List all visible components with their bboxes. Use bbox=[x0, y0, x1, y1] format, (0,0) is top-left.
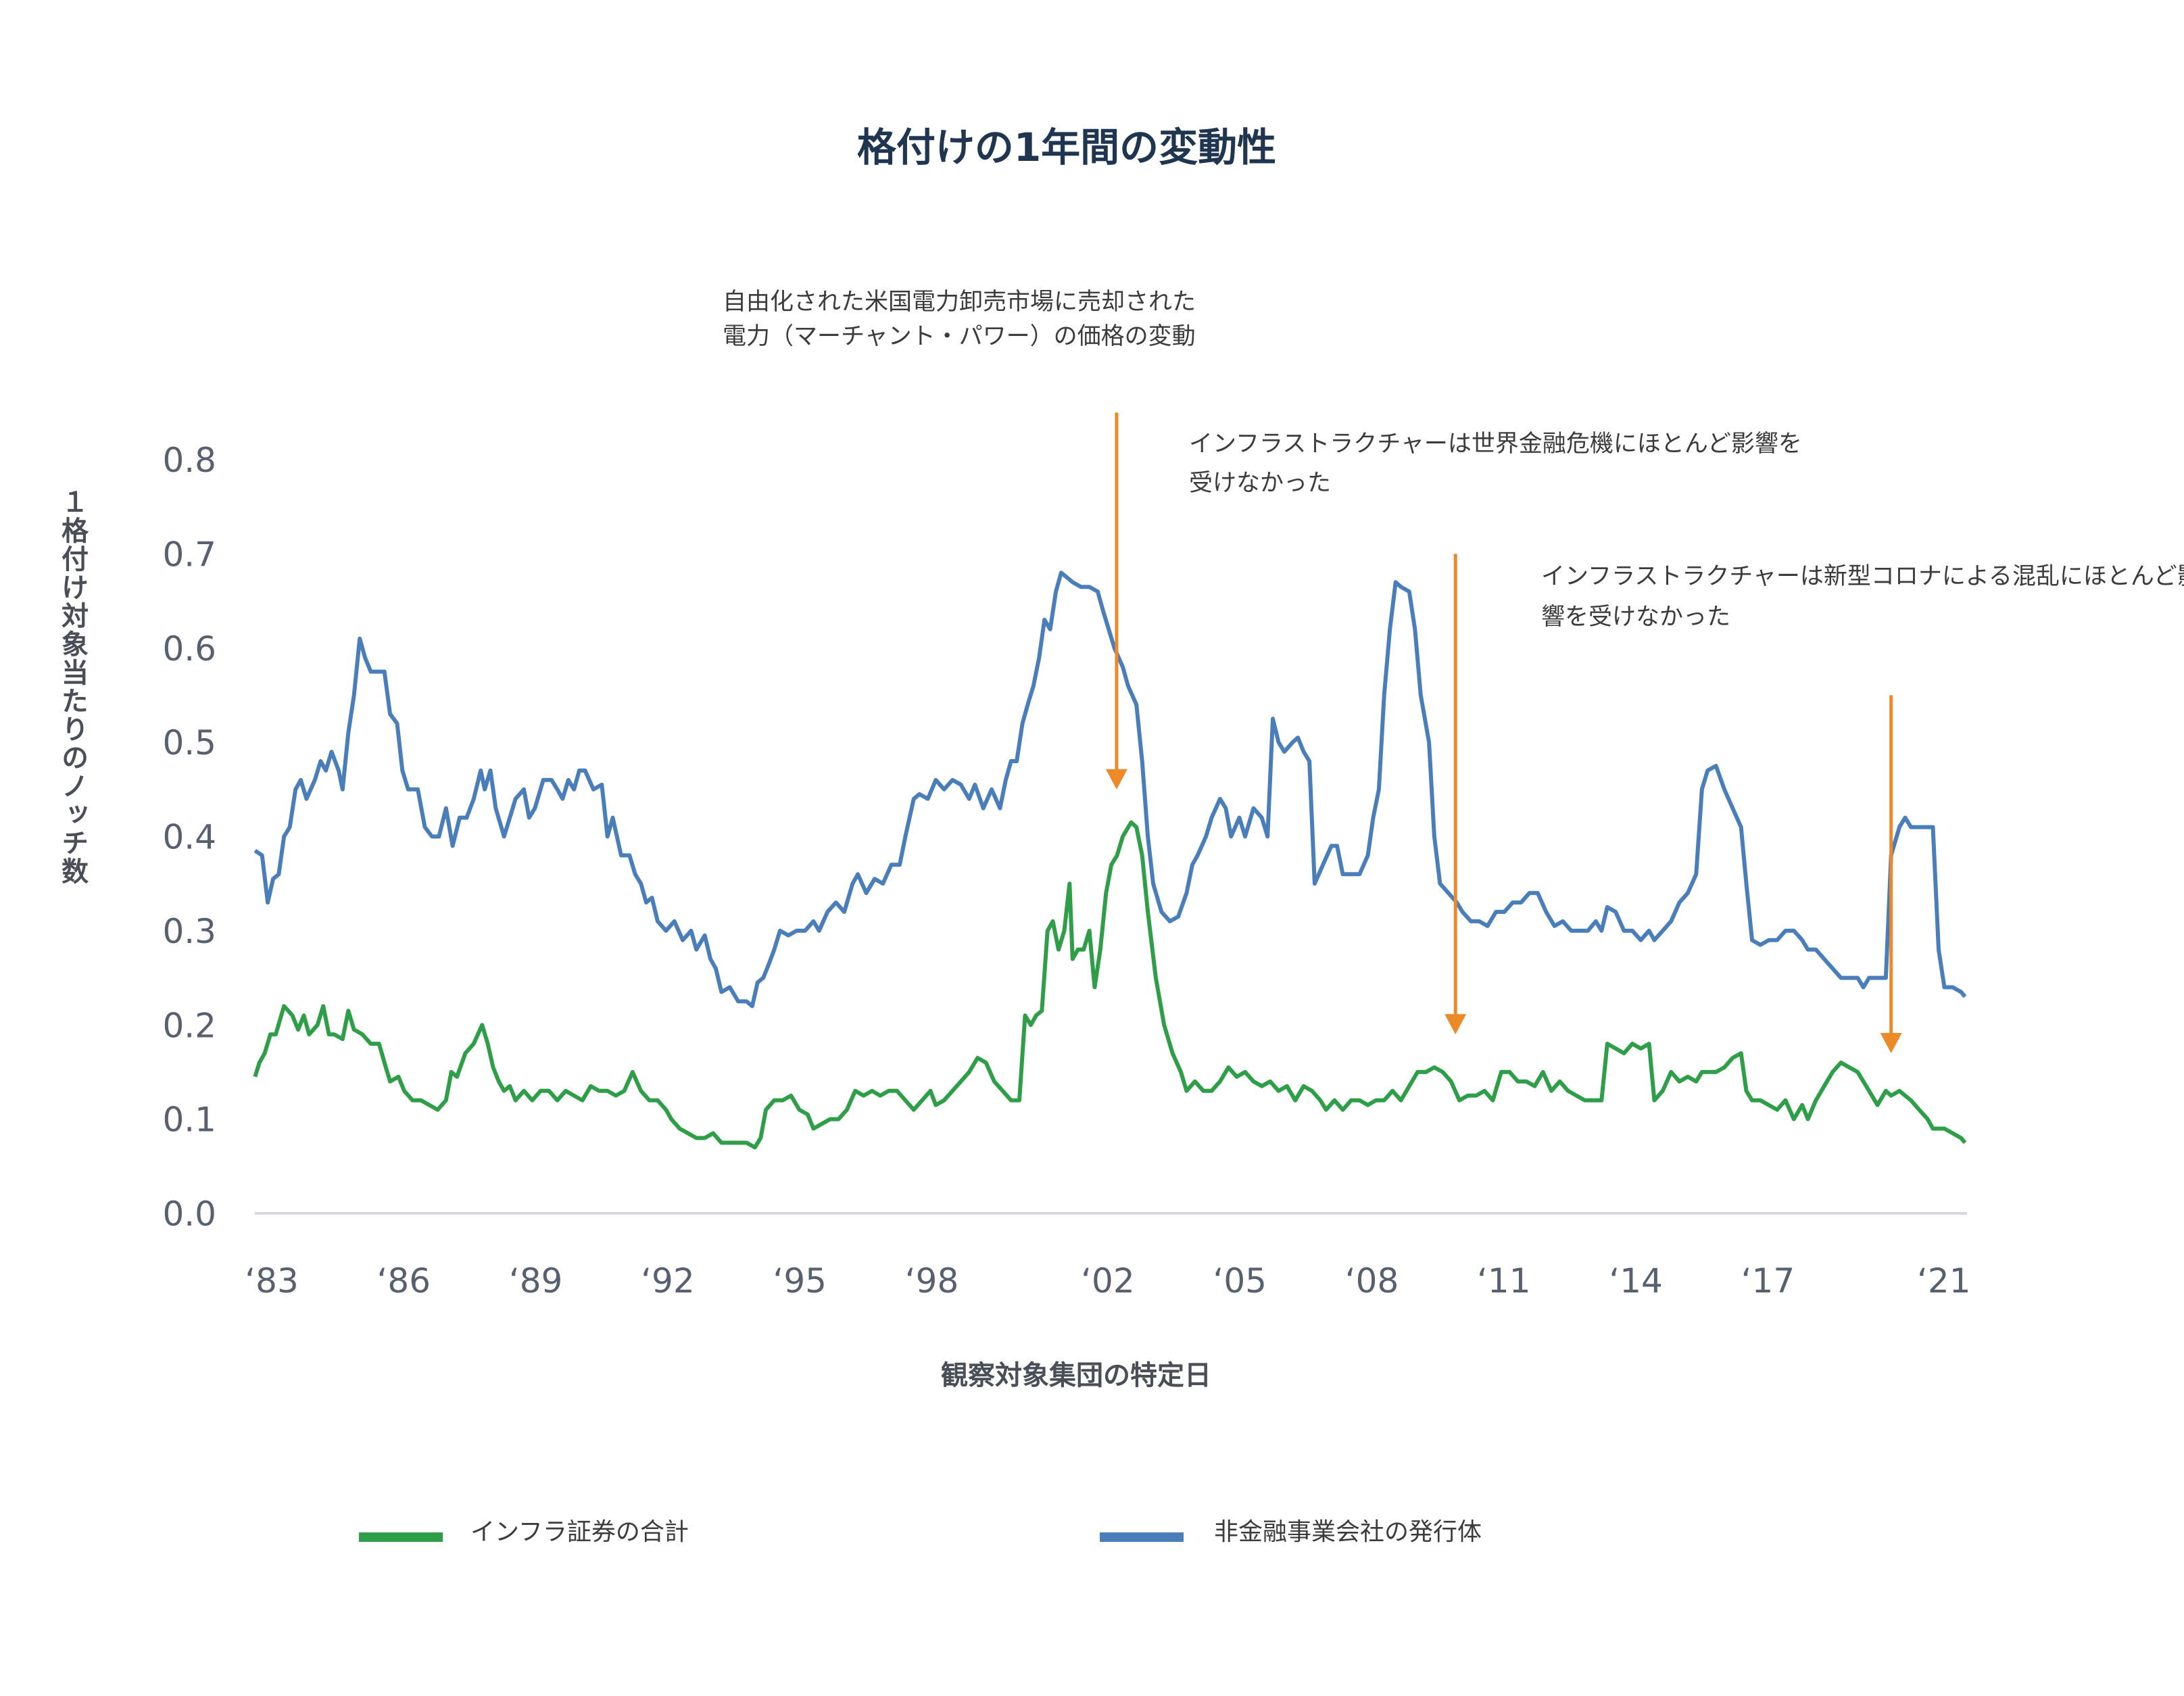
annotation-3: インフラストラクチャーは新型コロナによる混乱にほとんど影 響を受けなかった bbox=[1541, 563, 2184, 631]
annotation-arrows bbox=[1105, 412, 1902, 1054]
x-tick-label: ‘08 bbox=[1345, 1261, 1399, 1301]
annotation-1: 自由化された米国電力卸売市場に売却された 電力（マーチャント・パワー）の価格の変… bbox=[723, 289, 1196, 350]
x-tick-label: ‘17 bbox=[1741, 1261, 1795, 1301]
y-tick-label: 0.4 bbox=[162, 818, 216, 857]
y-axis-ticks: 0.0 0.1 0.2 0.3 0.4 0.5 0.6 0.7 0.8 bbox=[162, 441, 216, 1234]
chart-title: 格付けの1年間の変動性 bbox=[857, 124, 1276, 170]
series-lines bbox=[253, 571, 1967, 1150]
x-tick-label: ‘86 bbox=[377, 1261, 431, 1301]
x-tick-label: ‘11 bbox=[1477, 1261, 1531, 1301]
x-tick-label: ‘05 bbox=[1213, 1261, 1267, 1301]
legend-label-nonfin: 非金融事業会社の発行体 bbox=[1214, 1518, 1482, 1546]
annotation-2: インフラストラクチャーは世界金融危機にほとんど影響を 受けなかった bbox=[1189, 431, 1802, 497]
legend-label-infra: インフラ証券の合計 bbox=[470, 1518, 689, 1546]
y-axis-title: １格付け対象当たりのノッチ数 bbox=[57, 488, 88, 886]
y-tick-label: 0.3 bbox=[162, 912, 216, 951]
annotation-2-line-2: 受けなかった bbox=[1189, 470, 1331, 497]
annotation-2-line-1: インフラストラクチャーは世界金融危機にほとんど影響を bbox=[1189, 431, 1802, 458]
x-axis-title: 観察対象集団の特定日 bbox=[941, 1360, 1211, 1391]
x-tick-label: ‘98 bbox=[905, 1261, 959, 1301]
x-tick-label: ‘89 bbox=[509, 1261, 563, 1301]
arrow-head-3 bbox=[1880, 1033, 1902, 1054]
x-tick-label: ‘14 bbox=[1609, 1261, 1663, 1301]
x-tick-label: ‘21 bbox=[1917, 1261, 1971, 1301]
arrow-head-1 bbox=[1105, 769, 1127, 790]
annotation-1-line-2: 電力（マーチャント・パワー）の価格の変動 bbox=[723, 323, 1196, 350]
arrow-head-2 bbox=[1445, 1014, 1467, 1035]
x-tick-label: ‘83 bbox=[245, 1261, 299, 1301]
y-tick-label: 0.6 bbox=[162, 629, 216, 669]
legend: インフラ証券の合計 非金融事業会社の発行体 bbox=[359, 1518, 1482, 1546]
y-tick-label: 0.7 bbox=[162, 535, 216, 574]
annotation-3-line-2: 響を受けなかった bbox=[1541, 604, 1730, 631]
series-line-infra bbox=[253, 820, 1967, 1150]
annotation-3-line-1: インフラストラクチャーは新型コロナによる混乱にほとんど影 bbox=[1541, 563, 2184, 590]
x-tick-label: ‘02 bbox=[1081, 1261, 1135, 1301]
y-tick-label: 0.2 bbox=[162, 1006, 216, 1045]
series-line-nonfinancial bbox=[253, 571, 1967, 1009]
y-tick-label: 0.8 bbox=[162, 441, 216, 480]
y-tick-label: 0.5 bbox=[162, 723, 216, 762]
annotation-1-line-1: 自由化された米国電力卸売市場に売却された bbox=[723, 289, 1196, 316]
x-tick-label: ‘95 bbox=[773, 1261, 827, 1301]
x-tick-label: ‘92 bbox=[641, 1261, 695, 1301]
y-tick-label: 0.1 bbox=[162, 1100, 216, 1140]
x-axis-ticks: ‘83 ‘86 ‘89 ‘92 ‘95 ‘98 ‘02 ‘05 ‘08 ‘11 ‘14 ‘17 ‘21 bbox=[245, 1261, 1970, 1301]
y-tick-label: 0.0 bbox=[162, 1194, 216, 1234]
